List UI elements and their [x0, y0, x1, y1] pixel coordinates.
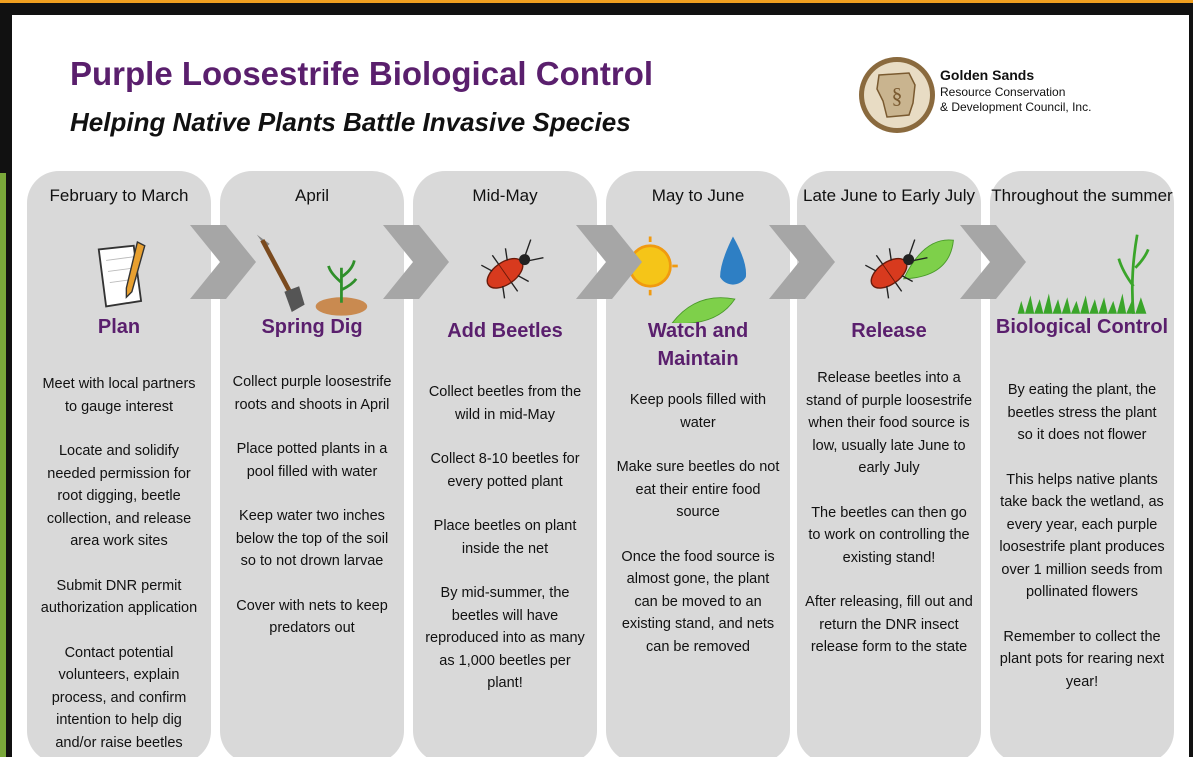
step-title: Add Beetles [417, 317, 593, 345]
edge-strip [0, 173, 6, 757]
step-title: Spring Dig [224, 313, 400, 341]
step-icon [425, 231, 585, 323]
step-timing: February to March [27, 183, 211, 209]
step-body: By eating the plant, the beetles stress … [998, 379, 1166, 715]
step-body: Keep pools filled with water Make sure be… [614, 389, 782, 680]
step-icon [809, 231, 969, 323]
step-timing: Late June to Early July [797, 183, 981, 209]
step-text: Keep water two inches below the top of t… [228, 505, 396, 573]
step-body: Collect beetles from the wild in mid-May… [421, 381, 589, 717]
step-text: Remember to collect the plant pots for r… [998, 626, 1166, 694]
title: Purple Loosestrife Biological Control [70, 55, 653, 93]
step-column: Mid-May Add Beetles Collect beetles from t… [413, 171, 597, 757]
step-text: Collect beetles from the wild in mid-May [421, 381, 589, 426]
step-icon [39, 231, 199, 323]
step-text: Once the food source is almost gone, the… [614, 546, 782, 659]
step-text: Release beetles into a stand of purple l… [805, 367, 973, 480]
step-column: April Spring Dig Collect purple loosestrif… [220, 171, 404, 757]
step-text: Make sure beetles do not eat their entir… [614, 456, 782, 524]
step-column: May to June Watch and Maintain Keep pools … [606, 171, 790, 757]
step-column: Throughout the summer Biological Control B… [990, 171, 1174, 757]
step-text: Place beetles on plant inside the net [421, 515, 589, 560]
step-text: By mid-summer, the beetles will have rep… [421, 582, 589, 695]
step-text: Submit DNR permit authorization applicat… [35, 575, 203, 620]
step-text: Collect purple loosestrife roots and sho… [228, 371, 396, 416]
step-icon [618, 231, 778, 323]
logo-emblem: § [857, 55, 937, 135]
step-body: Meet with local partners to gauge intere… [35, 373, 203, 757]
frame: Purple Loosestrife Biological Control He… [0, 0, 1193, 754]
step-body: Collect purple loosestrife roots and sho… [228, 371, 396, 662]
step-timing: Throughout the summer [990, 183, 1174, 209]
svg-text:§: § [892, 83, 903, 108]
step-text: After releasing, fill out and return the… [805, 591, 973, 659]
logo-text: Resource Conservation [940, 85, 1065, 99]
step-text: Collect 8-10 beetles for every potted pl… [421, 448, 589, 493]
step-text: By eating the plant, the beetles stress … [998, 379, 1166, 447]
subtitle: Helping Native Plants Battle Invasive Sp… [70, 107, 631, 138]
step-column: February to March Plan Meet with local par… [27, 171, 211, 757]
step-title: Watch and Maintain [610, 317, 786, 373]
step-text: Cover with nets to keep predators out [228, 595, 396, 640]
step-timing: Mid-May [413, 183, 597, 209]
step-title: Plan [31, 313, 207, 341]
step-timing: April [220, 183, 404, 209]
step-text: This helps native plants take back the w… [998, 469, 1166, 604]
step-timing: May to June [606, 183, 790, 209]
step-text: Locate and solidify needed permission fo… [35, 440, 203, 553]
step-text: Meet with local partners to gauge intere… [35, 373, 203, 418]
step-column: Late June to Early July Release Release be… [797, 171, 981, 757]
logo-text: & Development Council, Inc. [940, 100, 1091, 114]
step-title: Release [801, 317, 977, 345]
step-icon [232, 231, 392, 323]
step-icon [1002, 231, 1162, 323]
logo-name: Golden Sands [940, 67, 1034, 83]
step-text: The beetles can then go to work on contr… [805, 502, 973, 570]
step-body: Release beetles into a stand of purple l… [805, 367, 973, 681]
step-text: Keep pools filled with water [614, 389, 782, 434]
step-text: Contact potential volunteers, explain pr… [35, 642, 203, 755]
step-text: Place potted plants in a pool filled wit… [228, 438, 396, 483]
infographic: Purple Loosestrife Biological Control He… [12, 15, 1189, 757]
step-title: Biological Control [994, 313, 1170, 341]
